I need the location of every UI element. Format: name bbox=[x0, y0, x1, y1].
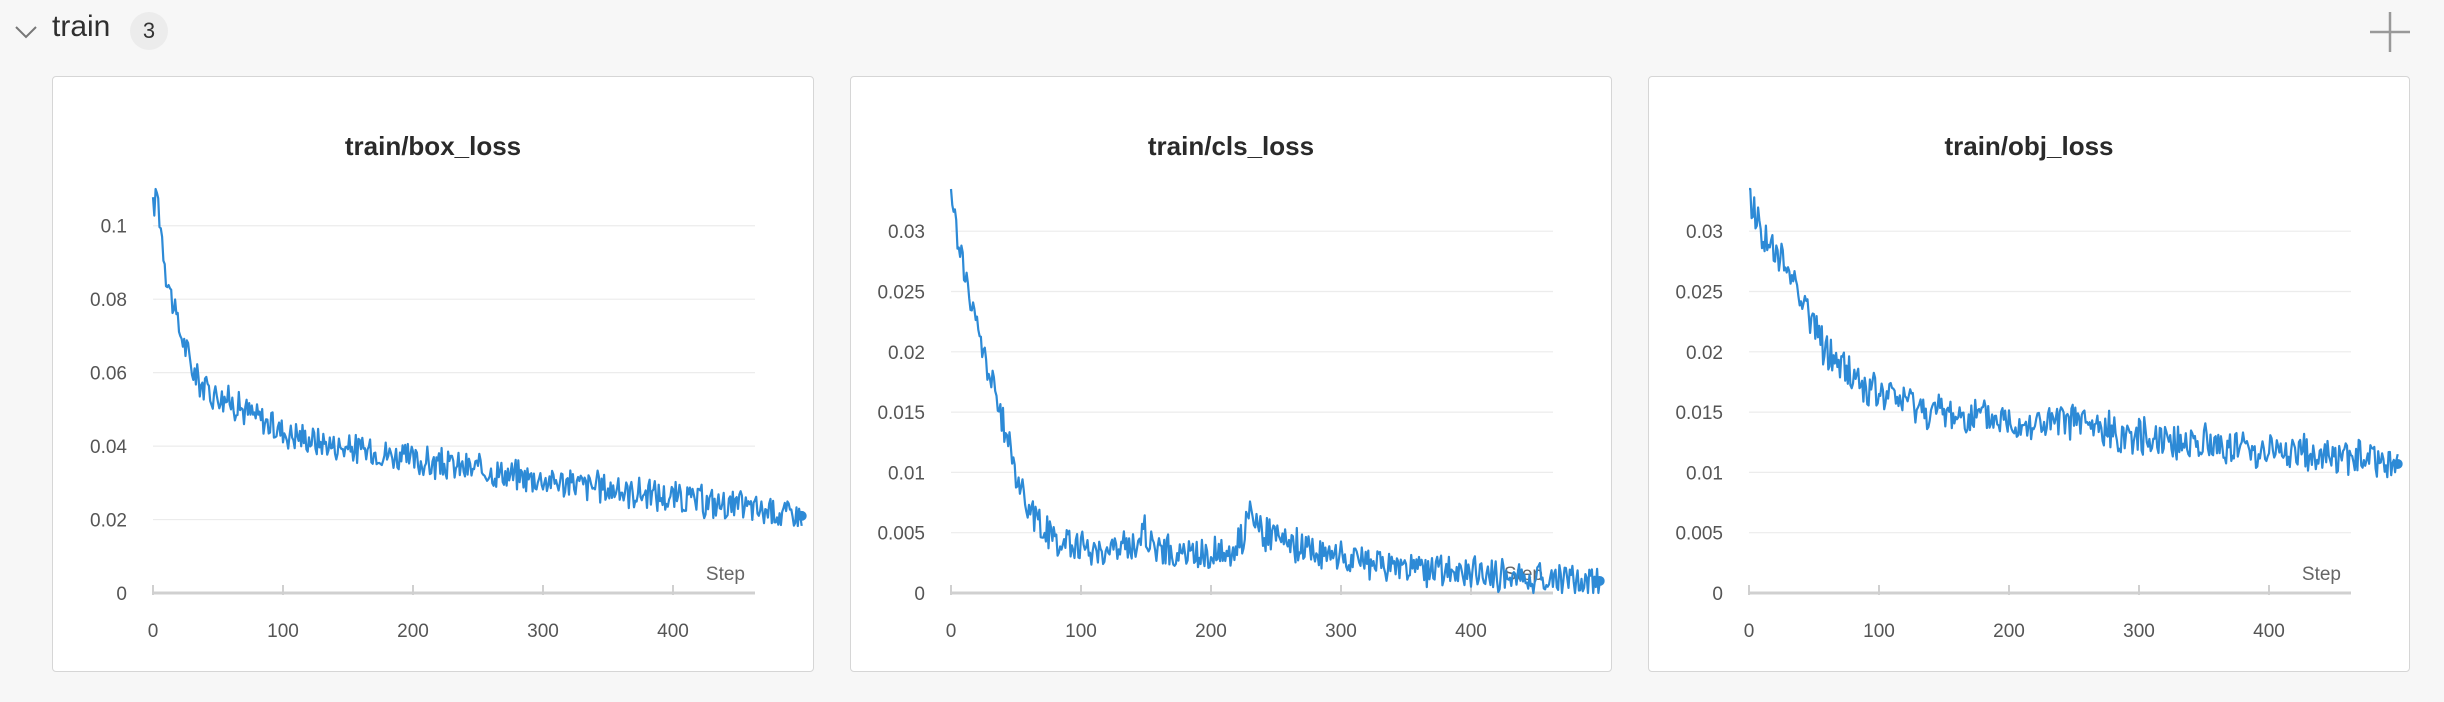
chart-panel-cls-loss[interactable]: train/cls_loss 0 0.005 0.01 0.015 0.02 0.025 0… bbox=[850, 76, 1612, 672]
x-tick-label: 0 bbox=[148, 621, 159, 642]
y-tick-label: 0.02 bbox=[90, 511, 127, 532]
y-tick-label: 0.02 bbox=[888, 343, 925, 364]
y-tick-label: 0.01 bbox=[1686, 463, 1723, 484]
x-tick-label: 200 bbox=[1195, 621, 1227, 642]
x-axis-label: Step bbox=[2302, 564, 2341, 585]
x-tick-label: 100 bbox=[1065, 621, 1097, 642]
chart-title: train/obj_loss bbox=[1944, 131, 2114, 161]
x-tick-label: 200 bbox=[397, 621, 429, 642]
x-tick-label: 200 bbox=[1993, 621, 2025, 642]
y-tick-label: 0.01 bbox=[888, 463, 925, 484]
chart-title: train/box_loss bbox=[344, 131, 522, 161]
section-title: train bbox=[52, 10, 111, 43]
x-tick-label: 100 bbox=[267, 621, 299, 642]
panel-count-badge: 3 bbox=[130, 12, 168, 50]
y-tick-label: 0.08 bbox=[90, 290, 127, 311]
series-end-point bbox=[796, 510, 807, 521]
y-tick-label: 0.06 bbox=[90, 364, 127, 385]
x-tick-label: 400 bbox=[657, 621, 689, 642]
x-tick-label: 400 bbox=[2253, 621, 2285, 642]
x-tick-label: 300 bbox=[2123, 621, 2155, 642]
line-chart: 0 0.005 0.01 0.015 0.02 0.025 0.03 0 100 200 300 40… bbox=[1675, 187, 2403, 642]
y-tick-label: 0.025 bbox=[1675, 283, 1723, 304]
plus-icon[interactable] bbox=[2368, 10, 2412, 54]
y-tick-label: 0.005 bbox=[877, 524, 925, 545]
chevron-down-icon[interactable] bbox=[12, 20, 40, 44]
chart-panel-box-loss[interactable]: train/box_loss 0 0.02 0.04 0.06 0.08 0.1 0 100 2… bbox=[52, 76, 814, 672]
x-tick-label: 400 bbox=[1455, 621, 1487, 642]
y-tick-label: 0.005 bbox=[1675, 524, 1723, 545]
y-tick-label: 0.015 bbox=[1675, 403, 1723, 424]
y-tick-label: 0 bbox=[914, 584, 925, 605]
y-tick-label: 0.015 bbox=[877, 403, 925, 424]
y-tick-label: 0 bbox=[116, 584, 127, 605]
x-tick-label: 0 bbox=[1744, 621, 1755, 642]
chart-title: train/cls_loss bbox=[1147, 131, 1315, 161]
y-tick-label: 0 bbox=[1712, 584, 1723, 605]
chart-panel-obj-loss[interactable]: train/obj_loss 0 0.005 0.01 0.015 0.02 0.025 0… bbox=[1648, 76, 2410, 672]
x-axis-label: Step bbox=[706, 564, 745, 585]
x-tick-label: 100 bbox=[1863, 621, 1895, 642]
y-tick-label: 0.03 bbox=[888, 222, 925, 243]
series-line bbox=[949, 188, 1601, 595]
y-tick-label: 0.03 bbox=[1686, 222, 1723, 243]
y-tick-label: 0.02 bbox=[1686, 343, 1723, 364]
x-tick-label: 300 bbox=[527, 621, 559, 642]
x-tick-label: 0 bbox=[946, 621, 957, 642]
section-header: train 3 bbox=[0, 0, 2444, 62]
series-end-point bbox=[1594, 575, 1605, 586]
line-chart: 0 0.005 0.01 0.015 0.02 0.025 0.03 0 100 200 300 40… bbox=[877, 188, 1605, 642]
series-line bbox=[151, 187, 803, 528]
series-line bbox=[1749, 187, 2399, 479]
y-tick-label: 0.1 bbox=[101, 217, 127, 238]
y-tick-label: 0.04 bbox=[90, 437, 127, 458]
y-tick-label: 0.025 bbox=[877, 283, 925, 304]
x-tick-label: 300 bbox=[1325, 621, 1357, 642]
line-chart: 0 0.02 0.04 0.06 0.08 0.1 0 100 200 300 400 Step bbox=[90, 187, 807, 642]
series-end-point bbox=[2392, 458, 2403, 469]
